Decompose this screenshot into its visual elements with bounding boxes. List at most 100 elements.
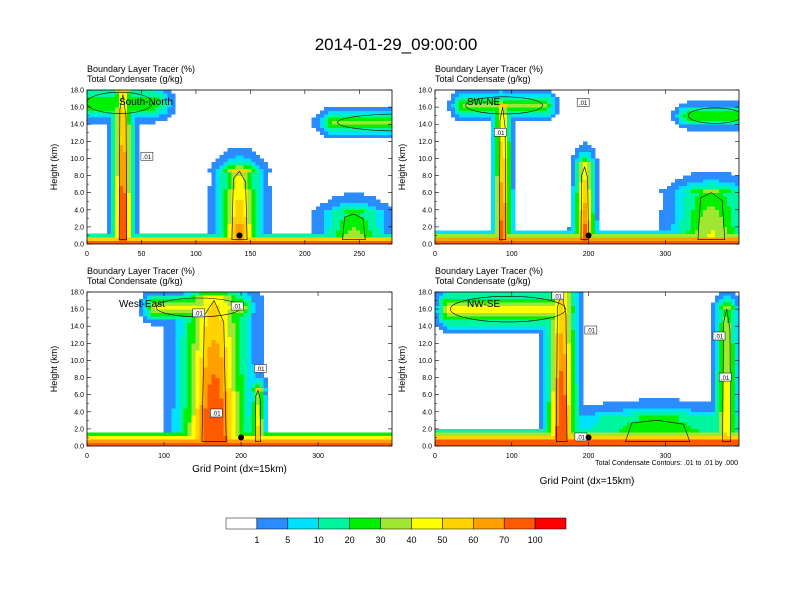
- tracer-cell: [727, 209, 732, 214]
- tracer-cell: [555, 110, 560, 115]
- tracer-cell: [99, 96, 104, 101]
- tracer-cell: [707, 172, 712, 176]
- tracer-cell: [123, 90, 128, 94]
- tracer-cell: [379, 439, 385, 443]
- tracer-cell: [359, 226, 365, 231]
- tracer-cell: [291, 442, 296, 446]
- tracer-cell: [387, 233, 392, 238]
- tracer-cell: [627, 230, 632, 235]
- tracer-cell: [507, 322, 512, 327]
- tracer-cell: [491, 322, 496, 327]
- tracer-cell: [515, 100, 520, 104]
- tracer-cell: [283, 240, 288, 244]
- tracer-cell: [683, 103, 688, 108]
- tracer-cell: [123, 237, 128, 241]
- tracer-cell: [379, 237, 385, 241]
- tracer-cell: [151, 439, 156, 443]
- tracer-cell: [231, 230, 236, 235]
- tracer-cell: [507, 216, 512, 221]
- tracer-cell: [131, 131, 136, 135]
- tracer-cell: [323, 120, 329, 125]
- tracer-cell: [455, 110, 460, 115]
- tracer-cell: [455, 312, 460, 317]
- tracer-cell: [695, 107, 700, 111]
- tracer-cell: [479, 240, 484, 244]
- tracer-cell: [179, 292, 184, 296]
- tracer-cell: [647, 237, 652, 241]
- tracer-cell: [267, 199, 272, 204]
- tracer-cell: [595, 240, 600, 244]
- tracer-cell: [299, 442, 305, 446]
- tracer-cell: [495, 295, 500, 300]
- tracer-cell: [255, 172, 260, 176]
- tracer-cell: [455, 302, 460, 306]
- tracer-cell: [187, 329, 192, 334]
- tracer-cell: [223, 350, 228, 354]
- tracer-cell: [687, 185, 692, 190]
- tracer-cell: [219, 292, 224, 296]
- tracer-cell: [199, 237, 204, 241]
- tracer-cell: [179, 343, 184, 348]
- tracer-cell: [435, 295, 440, 300]
- tracer-cell: [299, 432, 305, 437]
- tracer-cell: [567, 233, 572, 238]
- tracer-cell: [239, 404, 244, 409]
- tracer-cell: [219, 309, 224, 313]
- tracer-cell: [671, 213, 676, 217]
- tracer-cell: [235, 202, 240, 207]
- tracer-cell: [539, 292, 544, 296]
- tracer-cell: [107, 220, 112, 224]
- tracer-cell: [451, 439, 456, 443]
- tracer-cell: [531, 439, 536, 443]
- tracer-cell: [735, 199, 739, 204]
- contour-label: .01: [143, 155, 152, 161]
- tracer-cell: [339, 233, 345, 238]
- tracer-cell: [543, 374, 548, 378]
- tracer-cell: [547, 428, 552, 433]
- tracer-cell: [483, 237, 488, 241]
- tracer-cell: [371, 220, 377, 224]
- tracer-cell: [655, 237, 660, 241]
- tracer-cell: [135, 93, 140, 98]
- tracer-cell: [195, 374, 200, 378]
- tracer-cell: [227, 220, 232, 224]
- tracer-cell: [111, 202, 116, 207]
- tracer-cell: [195, 411, 200, 416]
- tracer-cell: [263, 220, 268, 224]
- tracer-cell: [691, 199, 696, 204]
- tracer-cell: [131, 107, 136, 111]
- tracer-cell: [191, 432, 196, 437]
- tracer-cell: [363, 206, 369, 211]
- tracer-cell: [363, 196, 369, 200]
- tracer-cell: [239, 196, 244, 200]
- tracer-cell: [91, 233, 96, 238]
- tracer-cell: [119, 124, 124, 128]
- tracer-cell: [319, 216, 325, 221]
- tracer-cell: [367, 107, 373, 111]
- tracer-cell: [547, 305, 552, 310]
- tracer-cell: [335, 131, 341, 135]
- tracer-cell: [587, 220, 592, 224]
- tracer-cell: [263, 398, 268, 402]
- tracer-cell: [691, 192, 696, 197]
- tracer-cell: [543, 432, 548, 437]
- tracer-cell: [523, 230, 528, 235]
- tracer-cell: [239, 357, 244, 361]
- tracer-cell: [235, 346, 240, 351]
- tracer-cell: [547, 292, 552, 296]
- tracer-cell: [107, 165, 112, 170]
- tracer-cell: [587, 148, 592, 152]
- tracer-cell: [491, 237, 496, 241]
- tracer-cell: [231, 168, 236, 173]
- tracer-cell: [119, 131, 124, 135]
- tracer-cell: [239, 415, 244, 419]
- condensate-contour: [231, 170, 248, 241]
- tracer-cell: [231, 333, 236, 337]
- tracer-cell: [683, 189, 688, 193]
- tracer-cell: [207, 209, 212, 214]
- tracer-cell: [255, 387, 260, 392]
- tracer-cell: [723, 189, 728, 193]
- tracer-cell: [507, 134, 512, 139]
- tracer-cell: [131, 240, 136, 244]
- tracer-cell: [87, 435, 92, 440]
